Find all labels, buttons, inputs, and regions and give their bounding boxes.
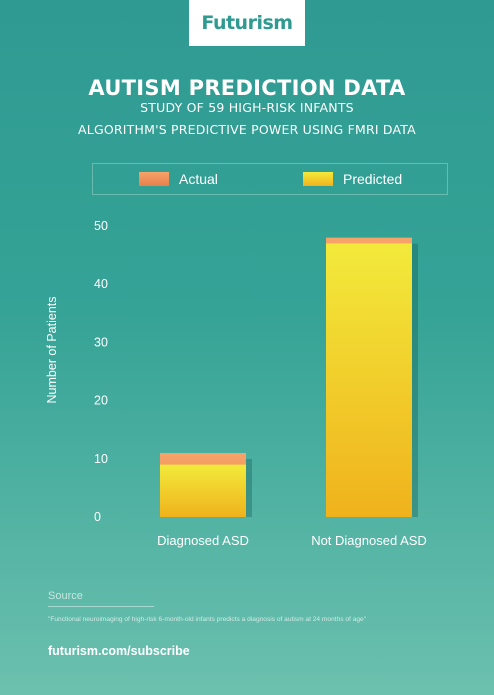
- y-tick-label: 0: [94, 510, 101, 524]
- source-divider: [48, 606, 154, 607]
- chart-subtitle-2: ALGORITHM'S PREDICTIVE POWER USING FMRI …: [78, 122, 416, 137]
- x-category-label: Diagnosed ASD: [157, 533, 249, 548]
- chart-title: AUTISM PREDICTION DATA: [88, 76, 406, 100]
- legend-item-actual: Actual: [139, 171, 218, 187]
- chart-subtitle-1: STUDY OF 59 HIGH-RISK INFANTS: [140, 100, 354, 115]
- legend-swatch-actual: [139, 172, 169, 186]
- legend-swatch-predicted: [303, 172, 333, 186]
- bar-predicted: [160, 464, 246, 517]
- y-tick-label: 40: [94, 277, 108, 291]
- source-label: Source: [48, 590, 83, 602]
- y-tick-label: 50: [94, 219, 108, 233]
- subscribe-link[interactable]: futurism.com/subscribe: [48, 644, 190, 658]
- brand-logo: Futurism: [201, 12, 293, 34]
- legend-label-actual: Actual: [179, 171, 218, 187]
- legend-label-predicted: Predicted: [343, 171, 403, 187]
- y-tick-label: 30: [94, 335, 108, 349]
- source-citation: "Functional neuroimaging of high-risk 6-…: [48, 616, 367, 623]
- y-tick-label: 20: [94, 394, 108, 408]
- chart-legend: Actual Predicted: [92, 163, 448, 195]
- x-category-label: Not Diagnosed ASD: [311, 533, 427, 548]
- y-tick-label: 10: [94, 452, 108, 466]
- y-axis-label: Number of Patients: [45, 297, 59, 404]
- brand-logo-tab[interactable]: Futurism: [189, 0, 305, 46]
- bar-predicted: [326, 243, 412, 517]
- legend-item-predicted: Predicted: [303, 171, 402, 187]
